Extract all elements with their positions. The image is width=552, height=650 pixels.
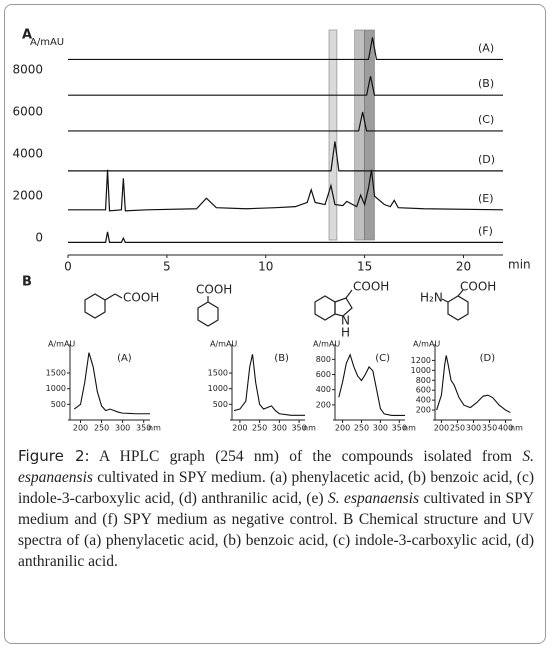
x-tick-label: 250 <box>354 424 369 433</box>
trace <box>68 111 503 132</box>
y-tick-label: 1000 <box>208 384 228 393</box>
x-tick-label: 400 <box>498 424 513 433</box>
spectrum-label: (B) <box>274 353 289 364</box>
caption: Figure 2: A HPLC graph (254 nm) of the c… <box>18 446 534 572</box>
panel-label: A <box>22 28 32 43</box>
x-tick-label: 300 <box>373 424 388 433</box>
x-tick-label: 350 <box>291 424 306 433</box>
structure-phenylacetic: COOH <box>84 291 159 319</box>
y-tick-label: 2000 <box>12 189 43 203</box>
y-tick-label: 200 <box>416 406 431 415</box>
trace <box>68 169 504 212</box>
x-axis-label: nm <box>403 424 416 433</box>
x-tick-label: 10 <box>258 260 273 274</box>
y-tick-label: 600 <box>316 370 331 379</box>
y-tick-label: 600 <box>416 386 431 395</box>
structure-anthranilic: H₂N COOH <box>420 280 496 321</box>
x-tick-label: 350 <box>482 424 497 433</box>
x-tick-label: 200 <box>232 424 247 433</box>
x-tick-label: 300 <box>272 424 287 433</box>
caption-text: S. espanaensis <box>327 490 419 507</box>
x-tick-label: 350 <box>136 424 151 433</box>
spectrum <box>436 355 511 414</box>
spectrum <box>338 353 405 417</box>
trace <box>68 231 503 243</box>
structure-label: N <box>341 314 350 328</box>
y-axis-label: A/mAU <box>313 340 340 349</box>
x-tick-label: 350 <box>392 424 407 433</box>
y-tick-label: 6000 <box>12 105 43 119</box>
structure-label: COOH <box>353 280 389 294</box>
spectrum <box>233 354 305 416</box>
y-axis-label: A/mAU <box>413 340 440 349</box>
trace <box>68 37 503 61</box>
spectrum <box>73 352 150 415</box>
y-tick-label: 400 <box>416 396 431 405</box>
y-tick-label: 800 <box>416 376 431 385</box>
caption-label: Figure 2: <box>18 447 90 465</box>
trace-label: (B) <box>478 77 494 90</box>
structure-indole: COOH N H <box>314 280 389 340</box>
structure-label: COOH <box>460 280 496 294</box>
y-tick-label: 1000 <box>46 384 66 393</box>
trace <box>68 76 503 96</box>
caption-text: A HPLC graph (254 nm) of the compounds i… <box>89 448 523 465</box>
x-axis-label: min <box>508 258 531 272</box>
x-tick-label: 250 <box>252 424 267 433</box>
x-tick-label: 200 <box>73 424 88 433</box>
x-axis-label: nm <box>148 424 161 433</box>
y-tick-label: 400 <box>316 385 331 394</box>
highlight-band <box>354 29 365 241</box>
spectrum-label: (D) <box>480 353 496 364</box>
highlight-band <box>364 29 375 241</box>
y-tick-label: 8000 <box>12 62 43 76</box>
y-tick-label: 1500 <box>208 369 228 378</box>
x-tick-label: 250 <box>450 424 465 433</box>
x-axis-label: nm <box>510 424 523 433</box>
y-axis-label: A/mAU <box>48 340 75 349</box>
x-tick-label: 300 <box>115 424 130 433</box>
x-tick-label: 200 <box>335 424 350 433</box>
spectrum-label: (C) <box>375 353 390 364</box>
trace <box>68 141 503 172</box>
caption-text: S. espanaensis <box>18 448 534 486</box>
x-axis-label: nm <box>303 424 316 433</box>
y-tick-label: 200 <box>316 400 331 409</box>
x-tick-label: 300 <box>466 424 481 433</box>
x-tick-label: 0 <box>64 260 72 274</box>
structure-label: COOH <box>196 283 232 297</box>
trace-label: (F) <box>478 224 493 237</box>
y-axis-label: A/mAU <box>30 37 64 48</box>
y-tick-label: 500 <box>51 400 66 409</box>
y-tick-label: 500 <box>213 400 228 409</box>
y-tick-label: 4000 <box>12 147 43 161</box>
trace-label: (C) <box>478 113 494 126</box>
x-tick-label: 5 <box>163 260 171 274</box>
highlight-band <box>328 29 338 241</box>
caption-text: cultivated in SPY medium and (f) SPY med… <box>18 490 534 570</box>
y-tick-label: 800 <box>316 355 331 364</box>
trace-label: (E) <box>478 192 494 205</box>
figure: A B COOH COOH COOH N H H₂N COOH 0 5 10 15 20… <box>12 28 531 433</box>
y-tick-label: 1200 <box>411 356 431 365</box>
trace-label: (A) <box>478 41 494 54</box>
caption-text: cultivated in SPY medium. (a) phenylacet… <box>18 469 534 507</box>
structure-label: COOH <box>123 291 159 305</box>
y-axis-label: A/mAU <box>210 340 237 349</box>
figure-frame <box>4 4 546 644</box>
structure-label: H₂N <box>420 291 443 305</box>
y-tick-label: 1500 <box>46 369 66 378</box>
trace-label: (D) <box>478 153 495 166</box>
panel-label: B <box>22 275 32 290</box>
x-tick-label: 20 <box>456 260 471 274</box>
structure-benzoic: COOH <box>196 283 232 327</box>
structure-label: H <box>341 326 350 340</box>
y-tick-label: 1000 <box>411 366 431 375</box>
spectrum-label: (A) <box>117 353 132 364</box>
y-tick-label: 0 <box>35 231 43 245</box>
x-tick-label: 15 <box>357 260 372 274</box>
x-tick-label: 200 <box>434 424 449 433</box>
x-tick-label: 250 <box>94 424 109 433</box>
